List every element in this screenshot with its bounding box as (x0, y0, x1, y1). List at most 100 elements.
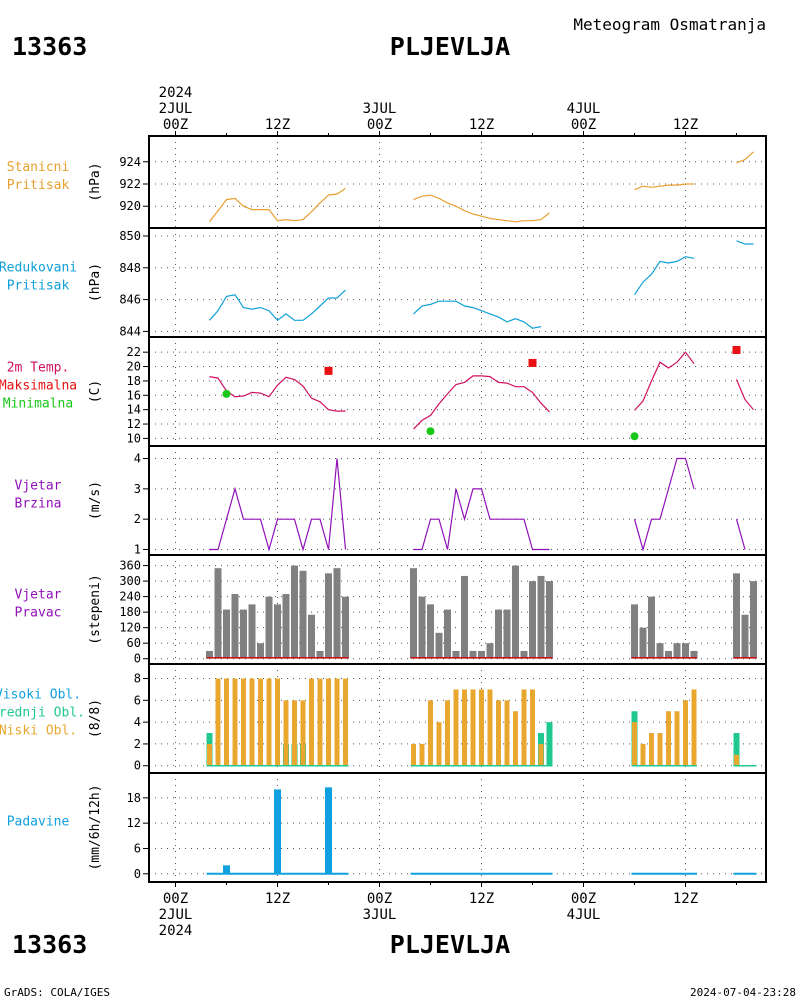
y-tick-label: 22 (127, 345, 141, 359)
time-label-bottom: 12Z (469, 891, 494, 907)
panel-label: Vjetar (15, 588, 62, 603)
cloud-low-bar (343, 678, 348, 766)
cloud-low-bar (479, 689, 484, 766)
time-label-bottom: 00Z (163, 891, 188, 907)
y-tick-label: 60 (127, 636, 141, 650)
time-label-top: 3JUL (363, 101, 397, 117)
series-line (413, 300, 542, 329)
y-tick-label: 846 (119, 293, 141, 307)
panel-label: Maksimalna (0, 379, 77, 394)
panel-frame (148, 135, 767, 229)
wind-dir-bar (648, 596, 655, 659)
time-label-top: 12Z (265, 117, 290, 133)
panel-padavine: 0 6 12 18 Padavine (mm/6h/12h) (7, 772, 767, 883)
unit-label: (hPa) (88, 263, 103, 302)
y-tick-label: 924 (119, 155, 141, 169)
panel-vjetar_brzina: 1 2 3 4 Vjetar Brzina (m/s) (15, 445, 767, 556)
series-line (413, 488, 550, 551)
wind-dir-bar (682, 643, 689, 659)
time-label-top: 12Z (469, 117, 494, 133)
precip-bar (274, 789, 281, 874)
cloud-low-bar (292, 700, 297, 766)
series-line (735, 379, 754, 411)
footer-credit: GrADS: COLA/IGES (4, 986, 110, 999)
y-tick-label: 10 (127, 431, 141, 445)
cloud-low-bar (496, 700, 501, 766)
cloud-low-bar (334, 678, 340, 766)
series-line (209, 376, 346, 412)
time-label-bottom: 12Z (265, 891, 290, 907)
cloud-low-bar (462, 689, 467, 766)
y-tick-label: 8 (134, 672, 141, 686)
cloud-low-bar (487, 689, 493, 766)
cloud-low-bar (215, 678, 221, 766)
wind-dir-bar (214, 568, 222, 659)
wind-dir-bar (206, 650, 213, 659)
series-line (736, 151, 754, 164)
cloud-low-bar (207, 743, 212, 766)
y-tick-label: 18 (127, 791, 141, 805)
tmin-marker (426, 427, 435, 436)
cloud-low-bar (326, 678, 331, 766)
panel-label: 2m Temp. (7, 361, 70, 376)
wind-dir-bar (427, 604, 434, 659)
y-tick-label: 20 (127, 360, 141, 374)
series-line (209, 458, 347, 552)
series-line (736, 240, 754, 245)
panel-label: Padavine (7, 815, 70, 830)
wind-dir-bar (435, 632, 443, 659)
y-tick-label: 300 (119, 574, 141, 588)
cloud-low-bar (224, 678, 229, 766)
panel-frame (148, 445, 767, 556)
series-line (413, 375, 550, 430)
wind-dir-bar (282, 594, 290, 659)
wind-dir-bar (257, 643, 264, 659)
cloud-low-bar (241, 678, 246, 766)
cloud-low-bar (453, 689, 459, 766)
wind-dir-bar (665, 650, 672, 659)
cloud-low-bar (513, 711, 518, 766)
wind-dir-bar (529, 581, 536, 659)
y-tick-label: 0 (134, 759, 141, 773)
panel-frame (148, 227, 767, 338)
station-id-bottom: 13363 (12, 930, 87, 959)
y-tick-label: 848 (119, 261, 141, 275)
unit-label: (C) (88, 380, 103, 403)
tmax-marker (324, 366, 333, 375)
cloud-low-bar (640, 743, 646, 766)
wind-dir-bar (291, 565, 298, 659)
wind-dir-bar (265, 596, 273, 659)
wind-dir-bar (486, 643, 494, 659)
time-label-top: 00Z (163, 117, 188, 133)
y-tick-label: 6 (134, 841, 141, 855)
cloud-low-bar (436, 722, 442, 766)
cloud-low-bar (445, 700, 450, 766)
cloud-low-bar (275, 678, 280, 766)
wind-dir-bar (248, 604, 256, 659)
panel-oblacnost: 0 2 4 6 8 Visoki Obl. Srednji Obl. Niski Obl. (8… (0, 663, 767, 774)
wind-dir-bar (240, 609, 247, 659)
y-tick-label: 0 (134, 867, 141, 881)
cloud-low-bar (258, 678, 263, 766)
wind-dir-bar (631, 604, 638, 659)
wind-dir-bar (299, 570, 307, 659)
cloud-mid-bar (546, 722, 553, 766)
cloud-low-bar (419, 743, 425, 766)
tmax-marker (732, 346, 741, 355)
tmin-marker (630, 432, 639, 441)
cloud-low-bar (283, 700, 289, 766)
panel-stanicni: 920 922 924 Stanicni Pritisak (hPa) (7, 135, 767, 229)
wind-dir-bar (656, 643, 664, 659)
unit-label: (stepeni) (88, 574, 103, 644)
wind-dir-bar (325, 573, 332, 659)
wind-dir-bar (503, 609, 511, 659)
time-label-top: 4JUL (567, 101, 601, 117)
y-tick-label: 16 (127, 388, 141, 402)
wind-dir-bar (741, 614, 749, 659)
wind-dir-bar (690, 650, 698, 659)
time-label-bottom: 2JUL (159, 907, 193, 923)
